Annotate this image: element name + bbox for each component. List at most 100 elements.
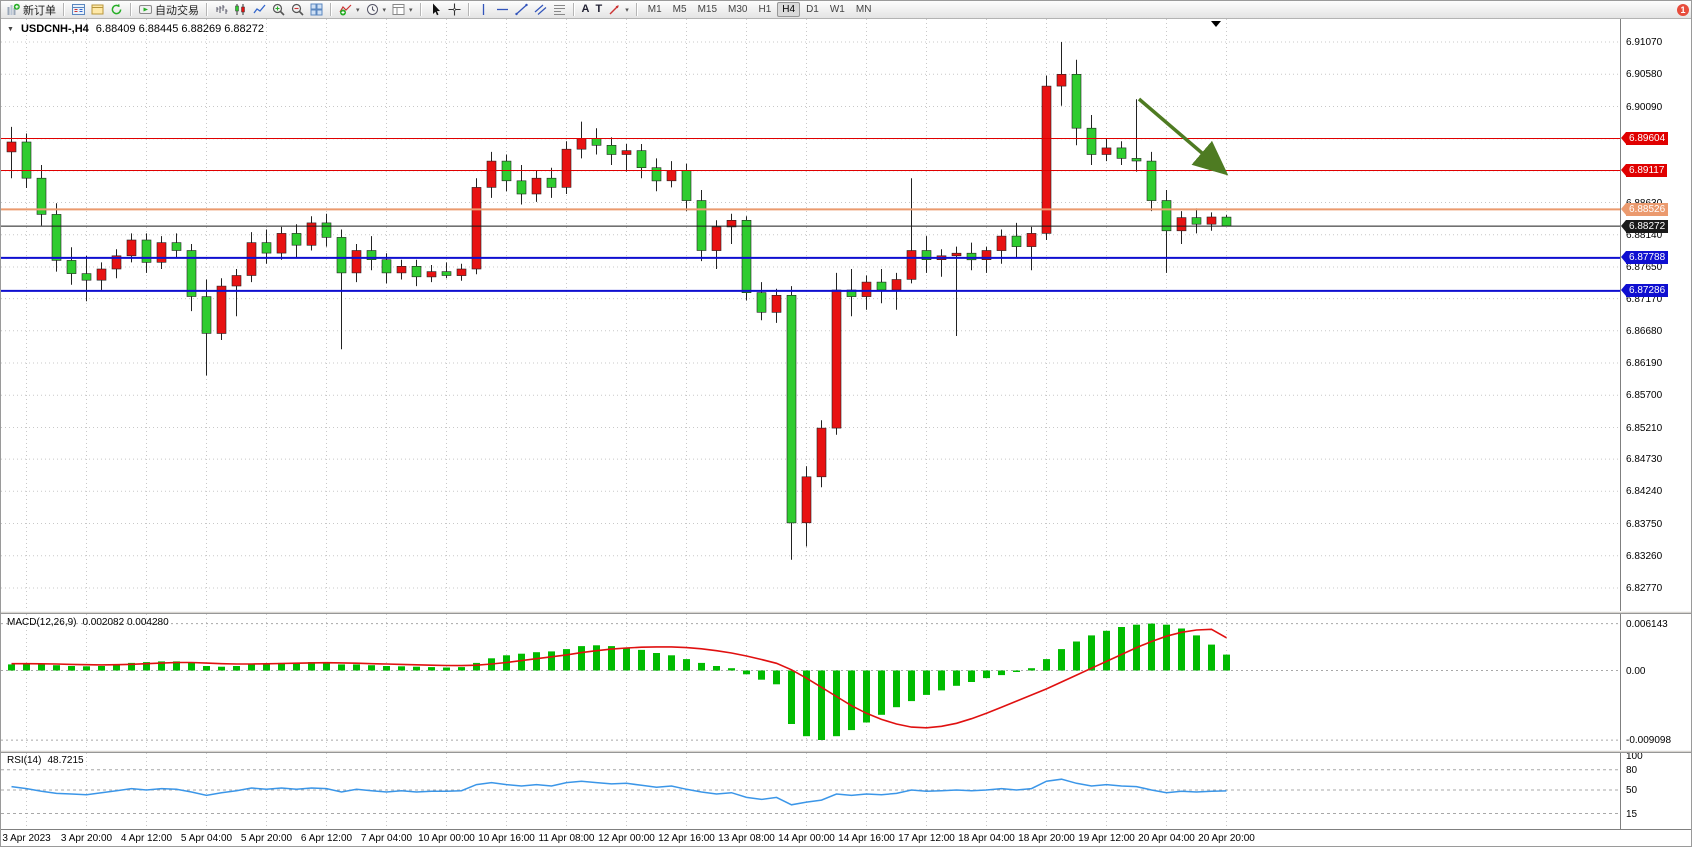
time-axis-label: 3 Apr 2023 (2, 833, 51, 844)
bar-chart-button[interactable] (213, 2, 230, 18)
price-axis-label: 6.87650 (1626, 262, 1663, 273)
macd-histogram-bar (1148, 623, 1155, 671)
macd-histogram-bar (1103, 630, 1110, 671)
candle (906, 250, 917, 280)
timeframe-H1[interactable]: H1 (758, 4, 772, 15)
candle (1146, 160, 1157, 201)
panel-splitter[interactable] (1, 750, 1691, 753)
chart-quote: 6.88409 6.88445 6.88269 6.88272 (95, 23, 264, 35)
timeframe-W1[interactable]: W1 (829, 4, 845, 15)
candle (891, 279, 902, 291)
tile-windows-button[interactable] (308, 2, 325, 18)
macd-histogram-bar (443, 667, 450, 671)
toolbar-separator (206, 3, 208, 16)
candle (981, 250, 992, 260)
macd-plot[interactable] (1, 614, 1620, 750)
candle (561, 148, 572, 188)
price-axis[interactable]: 6.910706.905806.900906.886306.881406.876… (1620, 19, 1691, 829)
line-chart-button[interactable] (251, 2, 268, 18)
macd-signal-line (11, 628, 1227, 729)
timeframe-D1[interactable]: D1 (806, 4, 819, 15)
timeframe-M30[interactable]: M30 (728, 4, 748, 15)
candle (966, 252, 977, 261)
fibonacci-button[interactable] (551, 2, 568, 18)
timeframe-M1[interactable]: M1 (647, 4, 662, 15)
auto-trading-button[interactable]: 自动交易 (137, 2, 201, 18)
candle (426, 271, 437, 278)
price-axis-label: 6.86680 (1626, 325, 1663, 337)
candle (291, 233, 302, 246)
candle (1071, 73, 1082, 129)
templates-button[interactable]: ▾ (390, 2, 415, 18)
text-tool-button[interactable]: A (580, 2, 592, 18)
chevron-down-icon: ▾ (382, 6, 387, 14)
bar-chart-icon (216, 5, 228, 14)
macd-histogram-bar (173, 661, 180, 671)
navigator-button[interactable] (89, 2, 106, 18)
timeframe-M5[interactable]: M5 (672, 4, 687, 15)
label-tool-button[interactable]: T (594, 2, 605, 18)
rsi-plot[interactable] (1, 753, 1620, 829)
trend-arrow-annotation[interactable] (1137, 97, 1229, 176)
cursor-button[interactable] (427, 2, 444, 18)
panel-splitter[interactable] (1, 611, 1691, 614)
channel-icon (534, 4, 546, 15)
timeframe-MN[interactable]: MN (855, 4, 872, 15)
horizontal-line-icon (496, 8, 508, 11)
price-axis-label: 6.84730 (1626, 454, 1663, 466)
periods-button[interactable]: ▾ (364, 2, 389, 18)
candle (546, 177, 557, 188)
zoom-in-button[interactable] (270, 2, 287, 18)
vertical-line-icon (482, 4, 484, 15)
price-badge: 6.88526 (1620, 202, 1669, 216)
candle (36, 177, 47, 215)
horizontal-line-button[interactable] (494, 2, 511, 18)
indicators-button[interactable]: ▾ (337, 2, 362, 18)
arrows-tool-button[interactable]: ▾ (606, 2, 631, 18)
chart-symbol-title: USDCNH-,H4 (20, 23, 89, 35)
candle (921, 250, 932, 260)
macd-histogram-bar (953, 670, 960, 686)
trendline-button[interactable] (513, 2, 530, 18)
macd-histogram-bar (638, 649, 645, 671)
crosshair-button[interactable] (446, 2, 463, 18)
channel-button[interactable] (532, 2, 549, 18)
new-order-button[interactable]: 新订单 (5, 2, 58, 18)
candle-chart-button[interactable] (232, 2, 249, 18)
macd-histogram-bar (293, 662, 300, 671)
main-chart-plot[interactable] (1, 19, 1620, 611)
refresh-icon (111, 3, 122, 15)
candle (321, 222, 332, 238)
chevron-down-icon: ▾ (625, 6, 629, 14)
macd-histogram-bar (8, 664, 15, 671)
line-chart-icon (253, 4, 266, 14)
vertical-line-button[interactable] (475, 2, 492, 18)
candle (456, 268, 467, 276)
macd-histogram-bar (263, 663, 270, 671)
time-axis-label: 20 Apr 20:00 (1198, 833, 1255, 844)
refresh-button[interactable] (108, 2, 125, 18)
macd-histogram-bar (248, 664, 255, 671)
toolbar-separator (635, 3, 638, 16)
candle (1191, 217, 1202, 225)
macd-histogram-bar (1013, 670, 1020, 672)
timeframe-M15[interactable]: M15 (697, 4, 718, 15)
market-watch-icon (72, 4, 85, 15)
macd-histogram-bar (128, 662, 135, 671)
candle (471, 187, 482, 270)
macd-histogram-bar (653, 653, 660, 671)
timeframe-H4[interactable]: H4 (777, 2, 801, 17)
rsi-axis-label: 15 (1626, 808, 1638, 820)
candle (231, 275, 242, 287)
one-click-trading-toggle[interactable]: ▼ (7, 25, 14, 33)
time-axis[interactable]: 3 Apr 2023 3 Apr 20:00 4 Apr 12:00 5 Apr 04… (1, 829, 1691, 846)
macd-histogram-bar (323, 662, 330, 671)
zoom-out-button[interactable] (289, 2, 306, 18)
macd-histogram-bar (368, 665, 375, 671)
chart-shift-marker[interactable] (1211, 21, 1221, 27)
notification-badge[interactable]: 1 (1677, 3, 1689, 16)
macd-histogram-bar (188, 662, 195, 671)
market-watch-button[interactable] (70, 2, 87, 18)
candle (786, 294, 797, 524)
trendline-icon (514, 3, 528, 16)
